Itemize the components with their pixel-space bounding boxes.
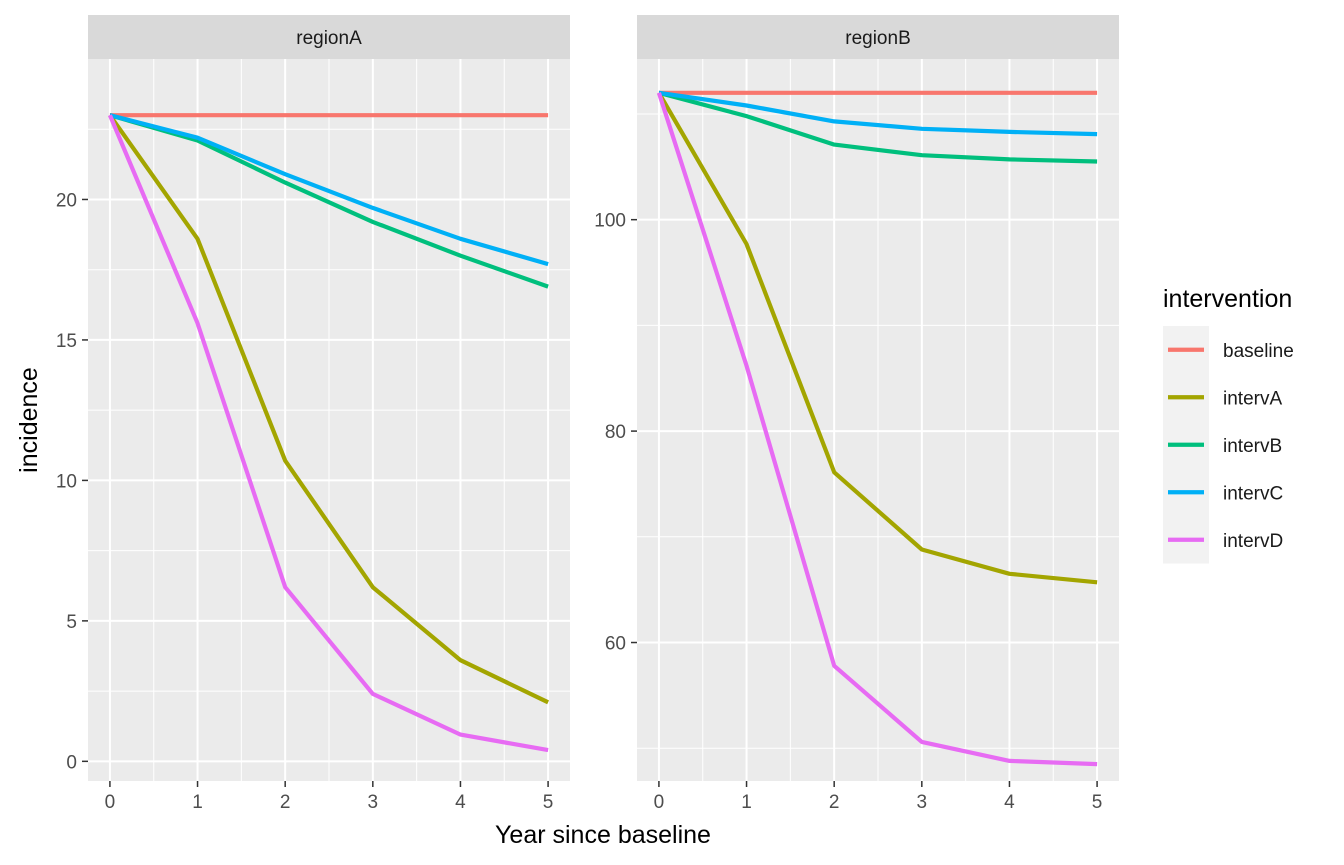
x-tick-label: 4 <box>1004 792 1015 813</box>
legend-label: intervD <box>1223 531 1283 552</box>
x-axis-title: Year since baseline <box>495 821 711 849</box>
x-tick-label: 1 <box>741 792 752 813</box>
legend-label: intervC <box>1223 483 1283 504</box>
legend: intervention baseline intervA intervB inter… <box>1163 285 1294 564</box>
series-line-intervD <box>107 114 549 753</box>
series-line-intervA <box>108 113 550 705</box>
y-tick-label: 60 <box>605 634 626 655</box>
y-tick-label: 80 <box>605 422 626 443</box>
y-tick-label: 20 <box>56 190 77 211</box>
legend-label: intervB <box>1223 436 1282 457</box>
y-tick-label: 100 <box>594 211 626 232</box>
series-line-intervB <box>109 113 549 289</box>
series-line-intervB <box>658 90 1098 164</box>
y-tick-label: 5 <box>66 612 77 633</box>
x-tick-label: 4 <box>455 792 466 813</box>
panel-regionB: regionB 60 80 100 0 1 2 3 4 5 <box>594 15 1119 813</box>
strip-background <box>88 15 570 59</box>
panel-regionA: regionA 0 5 10 15 20 0 1 2 3 4 5 <box>56 15 570 813</box>
x-tick-label: 3 <box>917 792 928 813</box>
x-tick-label: 5 <box>543 792 554 813</box>
legend-label: intervA <box>1223 388 1282 409</box>
strip-background <box>637 15 1119 59</box>
x-tick-label: 2 <box>280 792 291 813</box>
legend-title: intervention <box>1163 285 1292 313</box>
x-tick-label: 2 <box>829 792 840 813</box>
x-tick-label: 0 <box>105 792 116 813</box>
x-tick-label: 0 <box>654 792 665 813</box>
strip-label: regionB <box>845 28 911 49</box>
x-tick-label: 5 <box>1092 792 1103 813</box>
series-line-intervD <box>656 92 1098 767</box>
x-tick-label: 1 <box>192 792 203 813</box>
legend-item-intervA: intervA <box>1163 373 1282 421</box>
legend-item-baseline: baseline <box>1163 326 1294 374</box>
y-tick-label: 15 <box>56 331 77 352</box>
series-line-intervA <box>657 91 1098 585</box>
legend-item-intervB: intervB <box>1163 421 1282 469</box>
y-axis-title: incidence <box>15 367 43 473</box>
y-tick-label: 10 <box>56 471 77 492</box>
chart-panels: regionA 0 5 10 15 20 0 1 2 3 4 5 regionB 60 80 100 0 1 2 3 4… <box>56 15 1119 813</box>
x-tick-label: 3 <box>368 792 379 813</box>
series-line-intervC <box>109 113 549 267</box>
strip-label: regionA <box>296 28 362 49</box>
legend-item-intervD: intervD <box>1163 516 1283 564</box>
series-line-intervC <box>658 90 1098 137</box>
legend-label: baseline <box>1223 341 1294 362</box>
y-tick-label: 0 <box>66 752 77 773</box>
legend-item-intervC: intervC <box>1163 468 1283 516</box>
